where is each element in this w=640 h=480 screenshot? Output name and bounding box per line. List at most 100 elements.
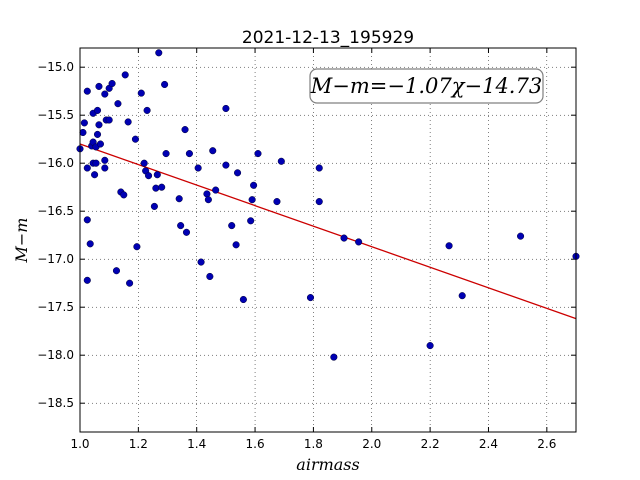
data-point [445, 242, 453, 250]
y-tick-label: −16.5 [37, 204, 74, 218]
data-point [426, 342, 434, 350]
data-point [247, 217, 255, 225]
fit-equation: M−m=−1.07χ−14.73 [310, 74, 542, 98]
x-axis-label: airmass [296, 455, 359, 474]
data-point [315, 198, 323, 206]
data-point [150, 202, 158, 210]
fit-line-group [79, 143, 577, 320]
data-point [153, 171, 161, 179]
data-point [239, 295, 247, 304]
data-point [158, 183, 166, 191]
scatter-points [76, 49, 580, 361]
x-tick-label: 1.2 [129, 437, 148, 451]
data-point [182, 228, 191, 236]
data-point [92, 159, 100, 167]
data-point [95, 121, 103, 129]
data-point [222, 104, 230, 113]
data-point [120, 191, 128, 199]
data-point [86, 240, 94, 248]
y-tick-label: −18.5 [37, 396, 74, 410]
data-point [232, 241, 240, 249]
data-point [340, 234, 348, 242]
data-point [101, 164, 109, 172]
data-point [204, 196, 212, 204]
data-point [145, 172, 153, 180]
y-axis-ticks: −15.0 −15.5 −16.0 −16.5 −17.0 −17.5 −18.0 −18.5 [37, 60, 576, 410]
data-point [105, 116, 113, 124]
data-point [83, 216, 91, 224]
data-point [161, 80, 169, 89]
plot-frame [79, 47, 577, 433]
data-point [112, 267, 121, 275]
data-point [355, 238, 363, 246]
y-tick-label: −17.5 [37, 300, 74, 314]
y-tick-label: −16.0 [37, 156, 74, 170]
data-point [101, 90, 109, 98]
data-point [209, 147, 217, 155]
annotation-box: M−m=−1.07χ−14.73 [309, 68, 544, 104]
data-point [234, 169, 242, 177]
data-point [83, 87, 91, 95]
fit-line [79, 143, 577, 320]
data-point [114, 100, 122, 108]
data-point [121, 71, 129, 79]
data-point [315, 164, 323, 172]
x-tick-label: 2.4 [479, 437, 498, 451]
data-point [175, 195, 183, 203]
data-point [212, 186, 220, 194]
data-point [101, 156, 109, 164]
data-point [140, 159, 148, 167]
x-tick-label: 1.4 [187, 437, 206, 451]
data-point [108, 79, 116, 88]
data-point [222, 161, 230, 169]
data-point [93, 106, 102, 114]
data-point [96, 140, 104, 148]
y-tick-label: −15.5 [37, 108, 74, 122]
x-tick-label: 1.8 [304, 437, 323, 451]
x-tick-label: 2.0 [362, 437, 381, 451]
y-tick-label: −17.0 [37, 252, 74, 266]
y-axis-label: M−m [12, 218, 31, 264]
data-point [83, 164, 91, 172]
data-point [306, 294, 315, 302]
data-point [181, 126, 189, 134]
x-axis-ticks: 1.0 1.2 1.4 1.6 1.8 2.0 2.2 2.4 2.6 [70, 48, 556, 451]
data-point [91, 171, 99, 179]
data-point [162, 150, 170, 158]
x-tick-label: 1.0 [70, 437, 89, 451]
data-point [80, 119, 88, 127]
data-point [133, 243, 141, 251]
data-point [194, 164, 202, 172]
chart-title: 2021-12-13_195929 [242, 28, 414, 48]
data-point [126, 279, 134, 287]
data-point [83, 276, 91, 284]
data-point [93, 130, 102, 138]
data-point [277, 157, 285, 165]
data-point [155, 49, 163, 57]
data-point [248, 196, 256, 204]
x-tick-label: 1.6 [246, 437, 265, 451]
data-point [250, 181, 258, 189]
data-point [458, 292, 466, 300]
data-point [124, 118, 132, 126]
data-point [197, 258, 205, 266]
data-point [185, 150, 193, 158]
x-tick-label: 2.6 [537, 437, 556, 451]
data-point [206, 272, 214, 281]
y-tick-label: −15.0 [37, 60, 74, 74]
data-point [330, 353, 338, 361]
data-point [152, 184, 160, 192]
y-tick-label: −18.0 [37, 348, 74, 362]
data-point [517, 232, 525, 240]
data-point [79, 128, 87, 137]
data-point [137, 89, 145, 97]
data-point [131, 135, 139, 143]
data-point [203, 190, 211, 198]
data-point [95, 82, 103, 90]
data-point [254, 150, 262, 158]
data-point [177, 222, 185, 230]
grid-lines [79, 48, 576, 432]
x-tick-label: 2.2 [421, 437, 440, 451]
data-point [273, 198, 281, 206]
